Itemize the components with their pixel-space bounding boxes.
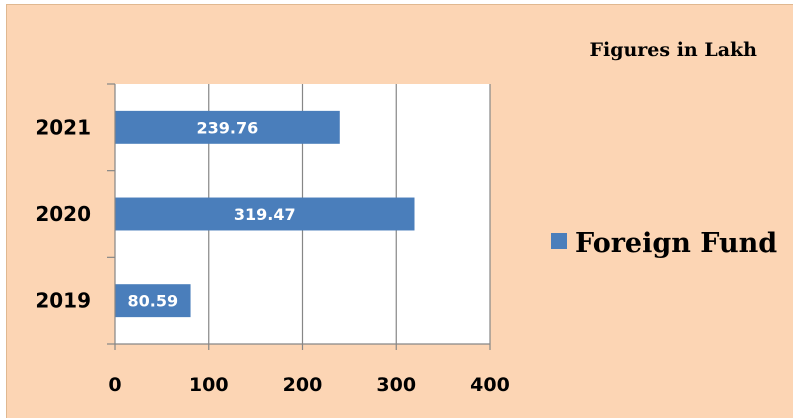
bar-2020 bbox=[115, 197, 415, 231]
legend: Foreign Fund bbox=[551, 228, 777, 259]
units-note: Figures in Lakh bbox=[589, 39, 757, 61]
legend-swatch-foreign-fund bbox=[551, 233, 567, 249]
data-label-2020: 319.47 bbox=[234, 205, 296, 224]
data-label-2019: 80.59 bbox=[127, 292, 178, 311]
bar-2019 bbox=[115, 284, 191, 318]
x-tick-label-300: 300 bbox=[376, 374, 416, 396]
axes: 0 100 200 300 400 2021 2020 2019 bbox=[35, 83, 510, 396]
legend-label-foreign-fund: Foreign Fund bbox=[575, 228, 777, 259]
x-tick-label-400: 400 bbox=[470, 374, 510, 396]
x-tick-label-0: 0 bbox=[108, 374, 121, 396]
bar-2021 bbox=[115, 110, 340, 144]
x-tick-label-200: 200 bbox=[283, 374, 323, 396]
x-tick-label-100: 100 bbox=[189, 374, 229, 396]
y-category-label-2020: 2020 bbox=[35, 202, 91, 226]
y-category-label-2021: 2021 bbox=[35, 115, 91, 139]
bars bbox=[115, 110, 415, 318]
y-category-label-2019: 2019 bbox=[35, 289, 91, 313]
data-labels: 239.76 319.47 80.59 bbox=[127, 118, 295, 310]
data-label-2021: 239.76 bbox=[197, 118, 259, 137]
